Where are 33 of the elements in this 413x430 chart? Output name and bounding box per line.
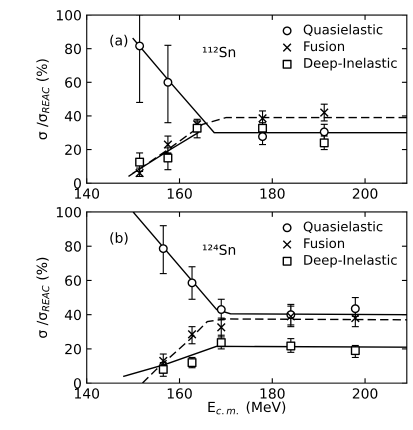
y-tick-label: 100: [56, 10, 81, 21]
legend-label: Fusion: [304, 41, 344, 52]
x-tick-label: 200: [352, 188, 378, 199]
legend-label: Quasielastic: [304, 221, 382, 233]
y-tick-label: 40: [64, 310, 81, 320]
x-tick-label: 140: [75, 188, 100, 199]
legend-label: Deep-Inelastic: [304, 254, 397, 268]
x-tick-label: 200: [352, 388, 378, 399]
y-tick-label: 60: [65, 77, 81, 88]
annotation: ¹²⁴Sn: [202, 244, 236, 255]
x-tick-label: 180: [260, 188, 285, 199]
x-tick-label: 180: [260, 388, 285, 399]
y-tick-label: 80: [65, 241, 81, 252]
y-tick-label: 20: [65, 144, 81, 156]
y-tick-label: 0: [74, 378, 81, 389]
y-tick-label: 20: [65, 344, 81, 354]
x-tick-label: 160: [168, 188, 192, 199]
y-tick-label: 60: [65, 275, 81, 286]
y-tick-label: 0: [74, 178, 81, 189]
y-axis-title: σ /σ$_{REAC}$ (%): [36, 258, 50, 338]
annotation: (a): [110, 34, 128, 48]
y-tick-label: 80: [65, 44, 81, 54]
x-axis-title: E$_{c.m.}$ (MeV): [208, 401, 286, 414]
legend-label: Deep-Inelastic: [304, 58, 397, 71]
legend-label: Fusion: [304, 238, 344, 248]
y-axis-title: σ /σ$_{REAC}$ (%): [36, 59, 50, 140]
y-tick-label: 40: [64, 110, 81, 122]
x-tick-label: 140: [75, 388, 100, 399]
annotation: (b): [110, 232, 128, 245]
annotation: ¹¹²Sn: [202, 46, 236, 58]
y-tick-label: 100: [56, 206, 81, 218]
x-tick-label: 160: [168, 388, 192, 399]
legend-label: Quasielastic: [304, 24, 382, 36]
